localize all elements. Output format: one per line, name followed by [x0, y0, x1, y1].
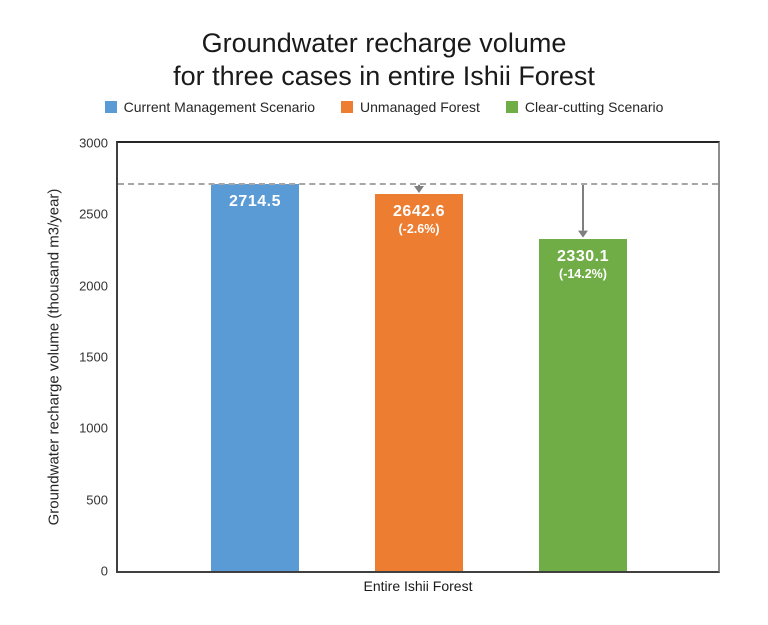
bar-current-management-scenario: 2714.5 — [211, 183, 299, 571]
bar-unmanaged-forest: 2642.6 (-2.6%) — [375, 194, 463, 571]
y-tick-label: 500 — [86, 492, 108, 508]
decrease-arrows — [414, 184, 588, 238]
y-tick-label: 1500 — [79, 349, 108, 365]
bar-value-label: 2714.5 — [229, 192, 281, 210]
chart-title-line1: Groundwater recharge volume — [201, 28, 567, 58]
legend-swatch-icon — [505, 101, 518, 113]
y-tick-label: 2000 — [79, 278, 108, 294]
y-tick-label: 2500 — [79, 206, 108, 222]
x-axis-category-label: Entire Ishii Forest — [363, 578, 473, 594]
reference-dashed-line — [118, 182, 718, 185]
bar-clear-cutting-scenario: 2330.1 (-14.2%) — [539, 238, 627, 571]
plot-area: 0 500 1000 1500 2000 2500 3000 2714.5 2642.6 (-2.… — [79, 136, 720, 579]
legend-swatch-icon — [341, 101, 354, 113]
y-tick-label: 3000 — [79, 135, 108, 151]
legend-label: Clear-cutting Scenario — [524, 99, 664, 115]
legend-swatch-icon — [104, 101, 117, 113]
chart-title: Groundwater recharge volume for three ca… — [0, 27, 768, 93]
chart-title-line2: for three cases in entire Ishii Forest — [173, 60, 595, 91]
chart-legend: Current Management Scenario Unmanaged For… — [0, 99, 768, 115]
y-tick-label: 1000 — [79, 420, 108, 436]
y-tick-label: 0 — [100, 563, 108, 579]
legend-item-clear-cutting-scenario: Clear-cutting Scenario — [505, 99, 664, 115]
legend-item-current-management-scenario: Current Management Scenario — [104, 99, 316, 115]
bar-value-label: 2642.6 — [393, 203, 445, 220]
legend-label: Unmanaged Forest — [360, 99, 480, 115]
bar-value-label: 2330.1 — [557, 247, 609, 265]
legend-label: Current Management Scenario — [123, 99, 316, 115]
bar-percent-label: (-2.6%) — [398, 222, 440, 236]
bar-percent-label: (-14.2%) — [559, 266, 607, 281]
legend-item-unmanaged-forest: Unmanaged Forest — [341, 99, 480, 115]
